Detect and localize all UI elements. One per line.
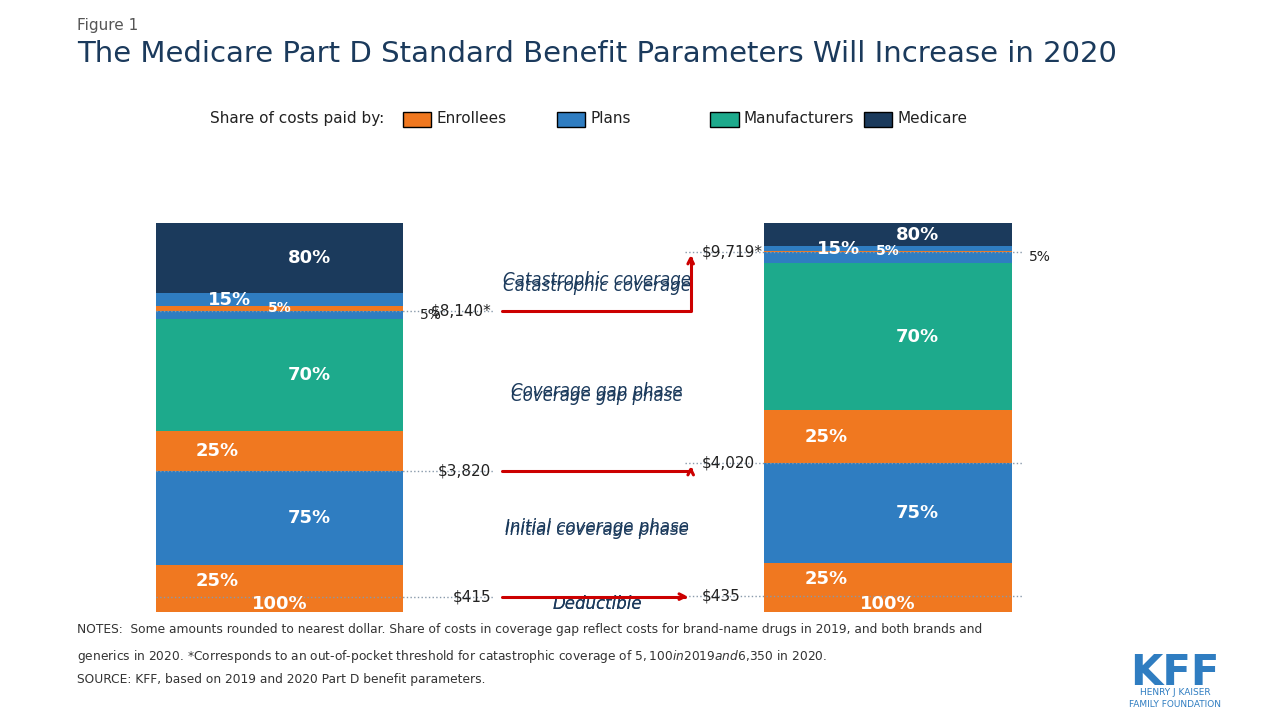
Text: NOTES:  Some amounts rounded to nearest dollar. Share of costs in coverage gap r: NOTES: Some amounts rounded to nearest d… (77, 623, 982, 636)
Text: Initial coverage phase: Initial coverage phase (506, 521, 689, 539)
Text: Catastrophic coverage: Catastrophic coverage (503, 277, 691, 295)
Bar (764, 563, 1011, 596)
Text: 80%: 80% (288, 249, 332, 267)
Text: Coverage gap phase: Coverage gap phase (512, 387, 684, 405)
Bar (764, 410, 1011, 463)
Text: 100%: 100% (860, 595, 915, 613)
Bar (156, 223, 403, 293)
Text: $3,820: $3,820 (438, 463, 492, 478)
Bar (156, 310, 403, 318)
Text: Medicare: Medicare (897, 112, 968, 126)
Bar (156, 471, 403, 565)
Bar (156, 306, 403, 310)
Text: 15%: 15% (817, 240, 860, 258)
Text: 25%: 25% (804, 428, 847, 446)
Bar (156, 597, 403, 612)
Text: 75%: 75% (288, 509, 330, 527)
Text: 5%: 5% (268, 302, 292, 315)
Bar (764, 596, 1011, 612)
Text: 15%: 15% (209, 291, 252, 309)
Bar (156, 293, 403, 306)
Bar (764, 263, 1011, 410)
Text: $8,140*: $8,140* (430, 303, 492, 318)
Bar (764, 251, 1011, 252)
Text: Initial coverage phase: Initial coverage phase (506, 518, 689, 536)
Text: Plans: Plans (590, 112, 631, 126)
Text: 5%: 5% (1029, 251, 1051, 264)
Text: 75%: 75% (896, 504, 940, 522)
Text: Catastrophic coverage: Catastrophic coverage (503, 271, 691, 289)
Text: 80%: 80% (896, 226, 940, 244)
Text: KFF: KFF (1130, 652, 1220, 693)
Text: Share of costs paid by:: Share of costs paid by: (210, 112, 384, 126)
Text: 25%: 25% (196, 572, 239, 590)
Text: 70%: 70% (288, 366, 330, 384)
Text: HENRY J KAISER
FAMILY FOUNDATION: HENRY J KAISER FAMILY FOUNDATION (1129, 688, 1221, 709)
Text: $435: $435 (701, 588, 741, 603)
Text: Enrollees: Enrollees (436, 112, 507, 126)
Text: $415: $415 (453, 589, 492, 604)
Text: The Medicare Part D Standard Benefit Parameters Will Increase in 2020: The Medicare Part D Standard Benefit Par… (77, 40, 1116, 68)
Text: 100%: 100% (252, 595, 307, 613)
Text: Figure 1: Figure 1 (77, 18, 138, 33)
Bar (156, 318, 403, 431)
Text: Deductible: Deductible (553, 595, 643, 613)
Text: Manufacturers: Manufacturers (744, 112, 854, 126)
Bar (764, 223, 1011, 246)
Text: $9,719*: $9,719* (701, 245, 763, 260)
Bar (764, 463, 1011, 563)
Text: 70%: 70% (896, 328, 940, 346)
Text: SOURCE: KFF, based on 2019 and 2020 Part D benefit parameters.: SOURCE: KFF, based on 2019 and 2020 Part… (77, 673, 485, 686)
Bar (764, 246, 1011, 251)
Text: 5%: 5% (876, 244, 900, 258)
Bar (764, 252, 1011, 263)
Text: Coverage gap phase: Coverage gap phase (512, 382, 684, 400)
Text: Deductible: Deductible (553, 595, 643, 613)
Text: $4,020: $4,020 (701, 456, 755, 471)
Text: generics in 2020. *Corresponds to an out-of-pocket threshold for catastrophic co: generics in 2020. *Corresponds to an out… (77, 648, 827, 665)
Bar (156, 565, 403, 597)
Text: 25%: 25% (804, 570, 847, 588)
Text: 5%: 5% (420, 307, 442, 322)
Text: 25%: 25% (196, 441, 239, 459)
Bar (156, 431, 403, 471)
